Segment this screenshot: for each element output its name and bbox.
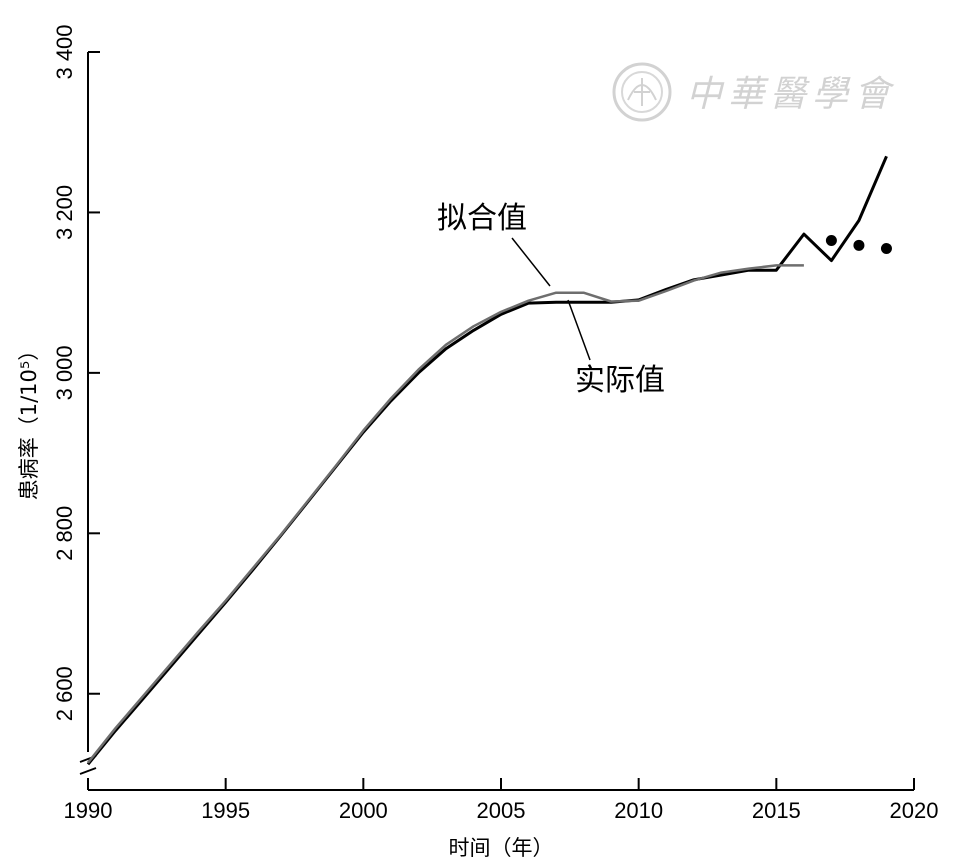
y-axis-title: 患病率（1/10⁵） — [17, 340, 41, 501]
x-tick-label: 1990 — [64, 798, 113, 823]
actual-label: 实际值 — [575, 363, 665, 398]
actual-callout-line — [567, 299, 591, 361]
x-tick-label: 2010 — [614, 798, 663, 823]
forecast-point — [825, 235, 837, 247]
fitted-series-line — [87, 264, 804, 764]
axes — [79, 52, 914, 791]
series-layer — [86, 155, 892, 766]
society-seal-icon — [612, 62, 672, 122]
fitted-callout-line — [511, 237, 551, 287]
actual-series-line — [86, 155, 888, 766]
y-tick-label: 3 400 — [52, 24, 77, 79]
x-ticks: 1990 1995 2000 2005 2010 2015 2020 — [64, 778, 939, 823]
x-tick-label: 2005 — [477, 798, 526, 823]
y-tick-label: 2 600 — [52, 666, 77, 721]
watermark-text: 中華醫學會 — [686, 74, 896, 115]
y-tick-label: 3 200 — [52, 185, 77, 240]
watermark: 中華醫學會 — [612, 62, 896, 122]
x-tick-label: 2015 — [752, 798, 801, 823]
y-ticks: 2 600 2 800 3 000 3 200 3 400 — [52, 24, 100, 721]
fitted-label: 拟合值 — [437, 201, 527, 236]
x-tick-label: 2020 — [890, 798, 939, 823]
y-tick-label: 2 800 — [52, 506, 77, 561]
y-tick-label: 3 000 — [52, 345, 77, 400]
x-tick-label: 2000 — [339, 798, 388, 823]
annotations: 拟合值 实际值 — [437, 201, 665, 398]
forecast-point — [853, 239, 865, 251]
x-tick-label: 1995 — [201, 798, 250, 823]
forecast-point — [880, 243, 892, 255]
x-axis-title: 时间（年） — [449, 836, 554, 860]
